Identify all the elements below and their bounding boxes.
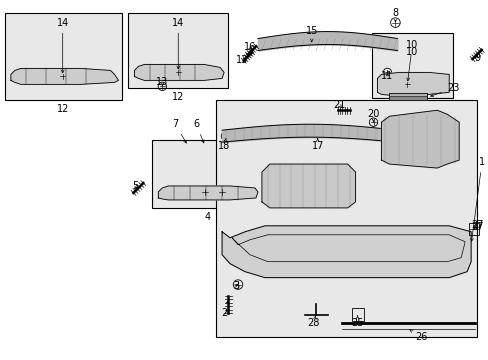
Text: 25: 25 [350,316,363,328]
Text: 24: 24 [422,133,435,143]
Text: 1: 1 [469,157,484,241]
Text: 16: 16 [244,41,256,51]
Text: 13: 13 [156,77,168,87]
Bar [216,100,476,337]
Bar [388,93,427,100]
Text: 27: 27 [470,222,482,232]
Polygon shape [377,72,448,96]
Text: 15: 15 [305,26,317,42]
Polygon shape [262,164,355,208]
Text: 12: 12 [172,92,184,102]
Bar [468,223,478,235]
Text: 10: 10 [406,46,418,57]
Text: 21: 21 [333,100,345,110]
Text: 14: 14 [172,18,184,69]
Polygon shape [134,64,224,80]
Text: 26: 26 [409,330,427,342]
Text: 23: 23 [430,84,458,96]
Bar [388,96,427,100]
Polygon shape [158,186,258,200]
Text: 5: 5 [132,181,138,191]
Text: 3: 3 [232,280,239,291]
Bar [152,140,262,208]
Text: 10: 10 [406,40,418,81]
Polygon shape [11,68,118,84]
Bar [128,13,227,88]
Text: 2: 2 [221,301,228,319]
Text: 7: 7 [172,119,186,143]
Text: 17: 17 [311,138,323,151]
Text: 11: 11 [381,71,393,81]
Bar [371,32,452,98]
Polygon shape [222,226,470,278]
Text: 4: 4 [203,212,210,222]
Text: 13: 13 [235,55,247,66]
Text: 8: 8 [391,8,398,22]
Text: 6: 6 [193,119,203,143]
Text: 20: 20 [366,109,379,122]
Text: 9: 9 [473,54,479,63]
Bar [351,307,363,321]
Polygon shape [381,110,458,168]
Text: 27: 27 [470,220,482,230]
Text: 28: 28 [307,316,319,328]
Text: 18: 18 [218,138,230,151]
Text: 14: 14 [57,18,69,73]
Text: 22: 22 [385,125,397,135]
Bar [5,13,122,100]
Text: 12: 12 [57,104,69,114]
Text: 19: 19 [310,173,327,188]
